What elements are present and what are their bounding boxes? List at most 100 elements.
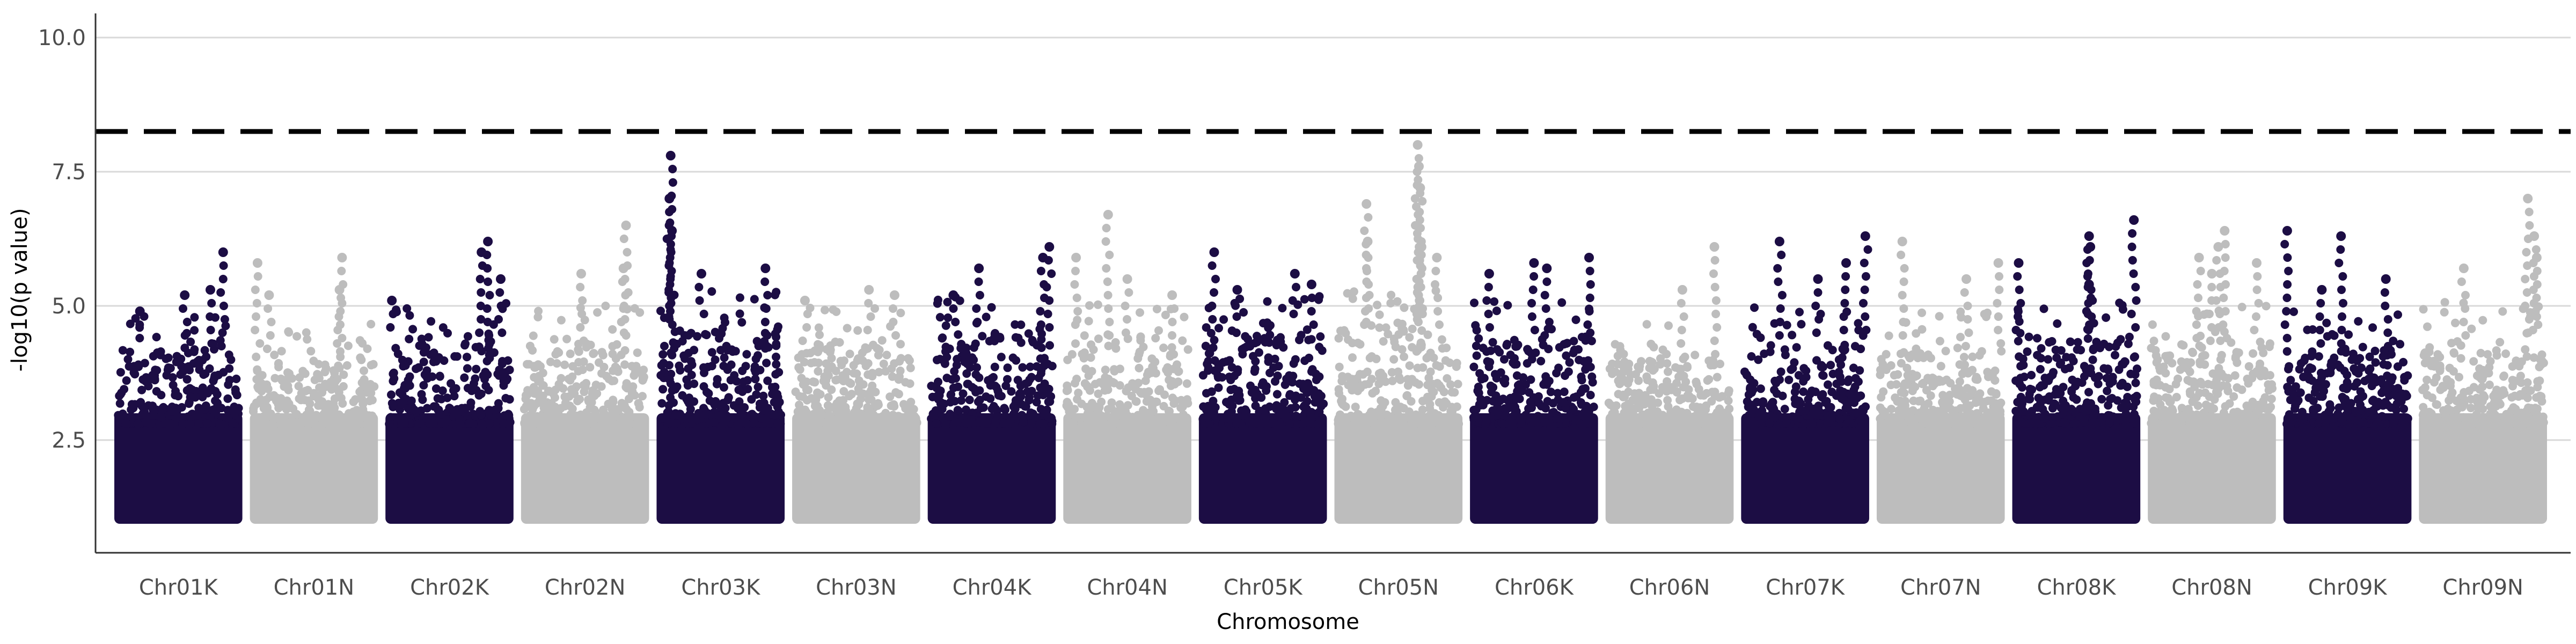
point-Chr08N [2149, 380, 2158, 389]
point-Chr08N [2217, 369, 2226, 378]
point-Chr03K [771, 383, 780, 391]
point-Chr08K [2113, 396, 2122, 405]
point-Chr03K [757, 414, 766, 423]
point-Chr07K [1834, 368, 1843, 377]
point-Chr08K [2118, 378, 2127, 387]
point-Chr07K [1836, 360, 1846, 369]
point-Chr06K [1495, 397, 1504, 406]
point-Chr04K [987, 405, 997, 414]
point-Chr09N [2530, 419, 2539, 428]
point-Chr04K [1021, 379, 1030, 389]
point-Chr05N [1372, 409, 1381, 419]
point-Chr02N [523, 360, 532, 369]
point-Chr09K [2324, 407, 2333, 416]
point-Chr06K [1517, 416, 1526, 426]
peak-support-point-Chr01K [135, 334, 144, 342]
point-Chr02K [460, 404, 470, 413]
point-Chr05N [1377, 368, 1385, 377]
point-Chr05N [1400, 303, 1409, 312]
point-Chr03K [726, 376, 735, 385]
point-Chr08K [2066, 337, 2075, 346]
point-Chr04N [1071, 339, 1080, 348]
peak-support-point-Chr01N [337, 267, 346, 275]
point-Chr01K [122, 376, 131, 385]
point-Chr07N [1926, 376, 1935, 385]
point-Chr02N [539, 381, 548, 390]
point-Chr01N [320, 383, 330, 392]
point-Chr02K [451, 409, 460, 418]
point-Chr08K [2088, 355, 2097, 364]
point-Chr01N [278, 376, 287, 385]
point-Chr09K [2358, 342, 2367, 352]
point-Chr07N [1882, 365, 1891, 374]
point-Chr03K [690, 346, 699, 355]
point-Chr05K [1201, 341, 1210, 350]
point-Chr07N [1916, 349, 1925, 358]
point-Chr06K [1515, 394, 1524, 404]
point-Chr01K [162, 371, 171, 380]
point-Chr03K [738, 410, 747, 419]
point-Chr05N [1360, 380, 1370, 389]
point-Chr09N [2423, 375, 2432, 384]
point-Chr08N [2255, 370, 2264, 379]
point-Chr09N [2535, 376, 2544, 385]
point-Chr09K [2399, 404, 2409, 413]
point-Chr06K [1479, 343, 1488, 353]
point-Chr05K [1214, 324, 1223, 333]
point-Chr08N [2256, 338, 2265, 347]
point-Chr06K [1472, 351, 1481, 360]
point-Chr01K [230, 402, 239, 411]
point-Chr09K [2314, 419, 2323, 428]
point-Chr02N [574, 347, 583, 356]
point-Chr03K [772, 353, 780, 361]
point-Chr07N [1958, 369, 1967, 378]
point-Chr04K [962, 349, 971, 358]
chromosome-band-Chr05N [1334, 413, 1463, 524]
point-Chr01K [126, 347, 135, 356]
point-Chr06K [1476, 401, 1485, 409]
point-Chr01K [153, 348, 162, 357]
point-Chr01N [302, 411, 311, 420]
point-Chr05N [1400, 352, 1408, 361]
point-Chr09N [2478, 382, 2487, 391]
point-Chr07N [1912, 329, 1921, 338]
point-Chr04N [1143, 420, 1152, 428]
point-Chr03K [663, 408, 672, 417]
point-Chr07K [1850, 382, 1860, 391]
peak-support-point-Chr01N [253, 272, 262, 281]
point-Chr06K [1526, 375, 1535, 384]
point-Chr01K [225, 364, 234, 373]
point-Chr07N [1882, 350, 1891, 359]
point-Chr06N [1690, 350, 1700, 360]
point-Chr01N [326, 377, 335, 386]
point-Chr02K [440, 356, 449, 365]
point-Chr04N [1139, 406, 1148, 415]
point-Chr02N [568, 362, 577, 371]
point-Chr08N [2217, 350, 2226, 360]
point-Chr07N [1972, 416, 1981, 425]
point-Chr03K [656, 306, 665, 316]
point-Chr07N [1908, 406, 1918, 415]
point-Chr02K [429, 402, 438, 411]
point-Chr02N [547, 399, 556, 408]
point-Chr01K [152, 366, 162, 375]
point-Chr08N [2185, 411, 2194, 420]
point-Chr01K [167, 407, 177, 416]
point-Chr04K [987, 303, 996, 312]
point-Chr04N [1100, 419, 1109, 428]
point-Chr03N [853, 326, 862, 335]
point-Chr06K [1492, 345, 1502, 354]
point-Chr05N [1346, 412, 1356, 420]
point-Chr06K [1492, 306, 1501, 316]
point-Chr03N [845, 349, 854, 358]
point-Chr08N [2265, 371, 2274, 380]
point-Chr03N [894, 412, 903, 421]
point-Chr03K [671, 419, 680, 428]
point-Chr04N [1101, 365, 1110, 375]
point-Chr06N [1645, 356, 1654, 365]
point-Chr03N [800, 357, 809, 367]
point-Chr08N [2208, 369, 2218, 378]
point-Chr09K [2351, 407, 2360, 416]
point-Chr02N [582, 343, 591, 352]
point-Chr09N [2451, 318, 2460, 327]
